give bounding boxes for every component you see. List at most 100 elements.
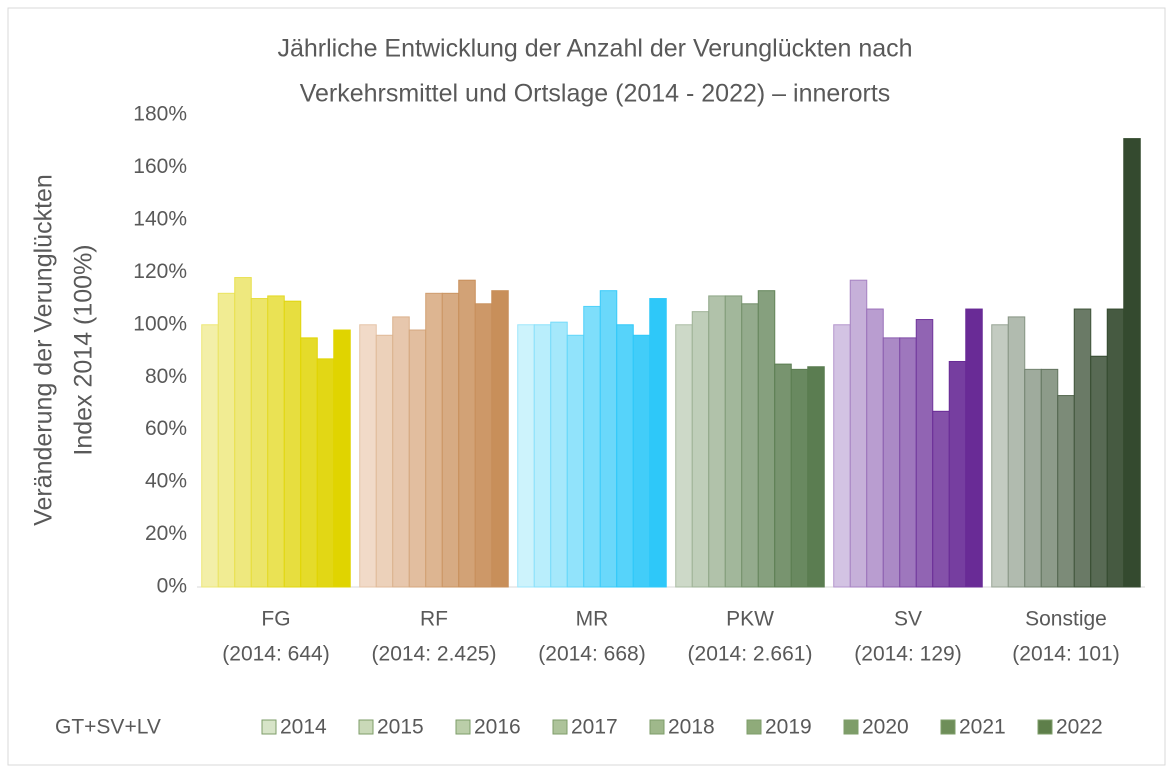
bar bbox=[790, 368, 809, 588]
legend-swatch bbox=[940, 719, 956, 735]
x-tick-label: RF bbox=[420, 608, 448, 631]
bar bbox=[359, 324, 377, 588]
bar bbox=[517, 324, 535, 588]
bar bbox=[217, 292, 236, 588]
bar bbox=[708, 295, 726, 588]
legend-label: 2020 bbox=[862, 716, 909, 739]
x-tick-label: FG bbox=[261, 608, 290, 631]
x-tick-label: MR bbox=[576, 608, 609, 631]
bar bbox=[392, 316, 410, 588]
bar bbox=[915, 319, 934, 588]
bar bbox=[899, 337, 917, 588]
bar bbox=[474, 303, 493, 588]
bar bbox=[267, 295, 285, 588]
legend-label: 2021 bbox=[959, 716, 1006, 739]
bar bbox=[1073, 308, 1092, 588]
bar bbox=[533, 324, 552, 588]
y-tick-label: 80% bbox=[145, 365, 187, 388]
legend-swatch bbox=[358, 719, 374, 735]
x-tick-label: SV bbox=[894, 608, 922, 631]
bar bbox=[234, 277, 252, 588]
chart-title: Verkehrsmittel und Ortslage (2014 - 2022… bbox=[300, 80, 891, 108]
bar bbox=[1057, 395, 1075, 588]
y-axis-label: Veränderung der Verunglückten bbox=[30, 174, 58, 526]
legend-label: 2018 bbox=[668, 716, 715, 739]
y-tick-label: 40% bbox=[145, 470, 187, 493]
y-tick-label: 20% bbox=[145, 522, 187, 545]
bar bbox=[250, 298, 269, 588]
bar bbox=[333, 329, 351, 588]
bar bbox=[849, 279, 868, 588]
bar bbox=[833, 324, 851, 588]
bar bbox=[566, 334, 585, 588]
bar bbox=[965, 308, 983, 588]
y-tick-label: 0% bbox=[157, 575, 187, 598]
bar bbox=[1040, 368, 1059, 588]
legend-label: 2022 bbox=[1056, 716, 1103, 739]
bar bbox=[408, 329, 427, 588]
y-axis-label: Index 2014 (100%) bbox=[70, 244, 98, 455]
y-tick-label: 100% bbox=[133, 312, 187, 335]
bar bbox=[1090, 355, 1108, 588]
x-tick-label: (2014: 2.661) bbox=[688, 643, 813, 666]
legend-label: 2019 bbox=[765, 716, 812, 739]
bar bbox=[441, 292, 460, 588]
bar bbox=[866, 308, 884, 588]
bar bbox=[632, 334, 651, 588]
bar bbox=[201, 324, 219, 588]
bar bbox=[724, 295, 743, 588]
bar bbox=[300, 337, 318, 588]
legend-swatch bbox=[552, 719, 568, 735]
x-tick-label: (2014: 2.425) bbox=[372, 643, 497, 666]
bar bbox=[948, 360, 967, 588]
bar bbox=[550, 321, 568, 588]
y-tick-label: 180% bbox=[133, 103, 187, 126]
bar bbox=[1123, 138, 1141, 588]
y-tick-label: 140% bbox=[133, 207, 187, 230]
bar bbox=[1106, 308, 1125, 588]
x-tick-label: (2014: 668) bbox=[538, 643, 645, 666]
x-tick-label: (2014: 644) bbox=[222, 643, 329, 666]
bar bbox=[616, 324, 634, 588]
bar bbox=[425, 292, 443, 588]
chart-title: Jährliche Entwicklung der Anzahl der Ver… bbox=[277, 35, 912, 63]
legend-label: 2017 bbox=[571, 716, 618, 739]
bar bbox=[807, 366, 825, 588]
bar bbox=[774, 363, 792, 588]
bar bbox=[583, 305, 601, 588]
bar bbox=[1007, 316, 1026, 588]
x-tick-label: Sonstige bbox=[1025, 608, 1107, 631]
legend-swatch bbox=[746, 719, 762, 735]
legend-label: 2016 bbox=[474, 716, 521, 739]
legend-label: 2015 bbox=[377, 716, 424, 739]
bar bbox=[882, 337, 901, 588]
bar bbox=[741, 303, 759, 588]
bar bbox=[458, 279, 476, 588]
bar bbox=[691, 311, 710, 588]
legend-swatch bbox=[649, 719, 665, 735]
x-tick-label: PKW bbox=[726, 608, 774, 631]
x-tick-label: (2014: 129) bbox=[854, 643, 961, 666]
bar bbox=[649, 298, 667, 588]
y-tick-label: 120% bbox=[133, 260, 187, 283]
y-tick-label: 160% bbox=[133, 155, 187, 178]
bar bbox=[491, 290, 509, 588]
bar bbox=[316, 358, 335, 588]
bar bbox=[599, 290, 618, 588]
y-tick-label: 60% bbox=[145, 417, 187, 440]
bar bbox=[283, 300, 302, 588]
legend-swatch bbox=[455, 719, 471, 735]
bar bbox=[757, 290, 776, 588]
bar bbox=[375, 334, 394, 588]
legend-swatch bbox=[1037, 719, 1053, 735]
legend-swatch bbox=[261, 719, 277, 735]
bar bbox=[675, 324, 693, 588]
bar bbox=[932, 410, 950, 588]
legend-label: 2014 bbox=[280, 716, 327, 739]
legend-swatch bbox=[843, 719, 859, 735]
bar bbox=[991, 324, 1009, 588]
legend-title: GT+SV+LV bbox=[55, 716, 161, 739]
bar bbox=[1024, 368, 1042, 588]
x-tick-label: (2014: 101) bbox=[1012, 643, 1119, 666]
